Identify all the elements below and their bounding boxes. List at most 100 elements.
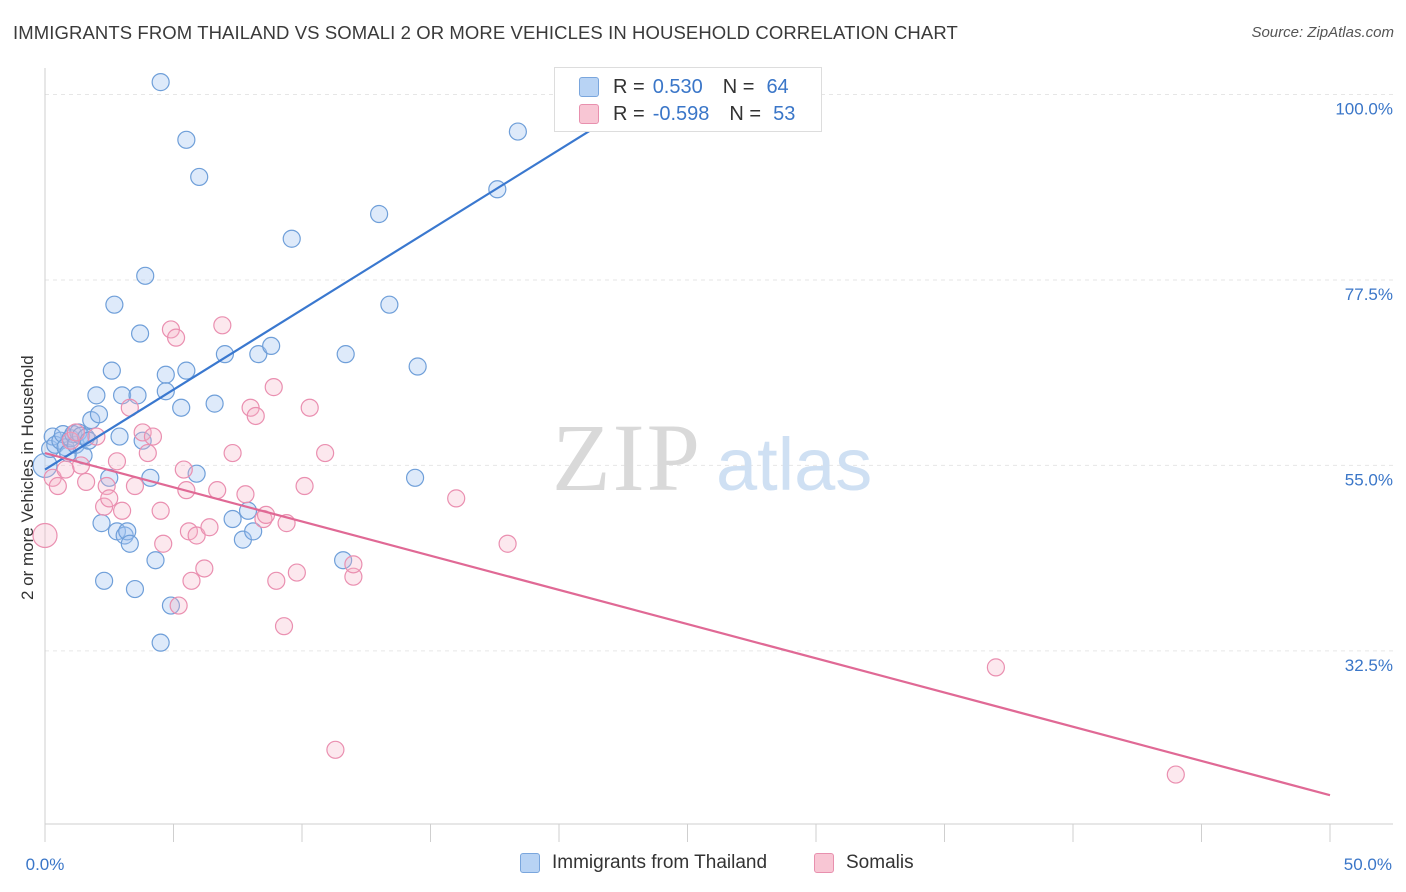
point-somalis [287, 563, 306, 582]
point-thailand [151, 633, 170, 652]
watermark: ZIP atlas [552, 404, 872, 511]
point-somalis [187, 526, 206, 545]
point-thailand [508, 122, 527, 141]
point-thailand [177, 361, 196, 380]
bottom-legend-label-somalis: Somalis [846, 852, 914, 873]
point-somalis [48, 476, 67, 496]
point-somalis [267, 571, 286, 590]
point-somalis [182, 571, 201, 590]
point-somalis [125, 476, 145, 496]
point-thailand [156, 365, 175, 384]
y-tick-label: 77.5% [1345, 285, 1393, 304]
point-somalis [138, 443, 157, 463]
point-somalis [986, 658, 1006, 677]
trendlines-layer [44, 77, 1331, 797]
point-somalis [66, 423, 85, 442]
stats-legend: R = 0.530 N = 64 R = -0.598 N = 53 [554, 67, 822, 132]
point-somalis [447, 489, 466, 508]
point-somalis [208, 481, 227, 500]
legend-n-value: 53 [773, 102, 796, 125]
tick-labels-layer: 32.5% 55.0% 77.5% 100.0% 0.0% 50.0% [26, 99, 1393, 874]
legend-r-label: R = [613, 75, 645, 98]
legend-n-value: 64 [766, 75, 789, 98]
point-thailand [249, 345, 268, 364]
point-thailand [370, 204, 389, 224]
point-thailand [282, 229, 301, 248]
point-thailand [405, 468, 425, 487]
point-thailand [380, 295, 399, 314]
point-thailand [223, 509, 242, 529]
bottom-legend-somalis: Somalis [814, 852, 914, 874]
axis-layer [44, 68, 1393, 842]
bottom-legend-swatch-somalis [814, 853, 834, 873]
point-thailand [336, 345, 355, 364]
point-somalis [295, 476, 314, 496]
watermark-atlas: atlas [716, 423, 872, 506]
point-somalis [316, 443, 335, 463]
legend-swatch-somalis [579, 104, 599, 124]
point-thailand [92, 514, 111, 533]
y-axis-label: 2 or more Vehicles in Household [18, 355, 37, 600]
x-tick-label: 0.0% [26, 855, 65, 874]
point-somalis [344, 567, 363, 586]
x-tick-label: 50.0% [1344, 855, 1392, 874]
point-thailand [262, 336, 281, 356]
point-somalis [213, 316, 232, 335]
point-thailand [215, 345, 234, 364]
point-thailand [156, 382, 175, 401]
point-thailand [136, 266, 155, 285]
point-somalis [166, 328, 186, 347]
point-thailand [110, 427, 129, 446]
point-thailand [125, 579, 145, 599]
point-somalis [200, 518, 219, 537]
point-somalis [107, 452, 127, 471]
point-thailand [190, 167, 209, 187]
point-somalis [236, 485, 255, 504]
legend-n-label: N = [729, 102, 762, 125]
point-thailand [334, 551, 353, 570]
point-thailand [146, 551, 165, 570]
point-thailand [130, 324, 150, 343]
point-somalis [56, 460, 75, 479]
point-somalis [112, 501, 132, 520]
bottom-legend-swatch-thailand [520, 853, 540, 873]
grid-layer [45, 93, 1393, 652]
chart-title: IMMIGRANTS FROM THAILAND VS SOMALI 2 OR … [13, 22, 958, 43]
legend-n-label: N = [722, 75, 755, 98]
point-thailand [120, 534, 139, 553]
y-tick-label: 32.5% [1345, 656, 1393, 675]
point-somalis [223, 443, 242, 463]
point-thailand [95, 571, 114, 590]
point-somalis [195, 559, 214, 578]
point-somalis [154, 534, 173, 553]
legend-swatch-thailand [579, 77, 599, 97]
point-somalis [274, 617, 294, 636]
point-somalis [143, 427, 163, 446]
point-somalis [264, 378, 283, 397]
legend-row-thailand: R = 0.530 N = 64 [579, 74, 789, 100]
point-thailand [161, 596, 181, 615]
point-thailand [89, 405, 109, 424]
point-somalis [1166, 765, 1185, 784]
y-tick-label: 55.0% [1345, 470, 1393, 489]
point-somalis [498, 534, 517, 553]
point-somalis [256, 505, 276, 524]
legend-r-value: -0.598 [652, 102, 710, 125]
point-somalis [300, 398, 319, 417]
point-somalis [32, 522, 58, 549]
trendline-thailand [44, 77, 676, 471]
point-somalis [77, 472, 96, 492]
legend-row-somalis: R = -0.598 N = 53 [579, 101, 795, 127]
point-thailand [205, 394, 224, 413]
point-thailand [244, 522, 263, 541]
point-thailand [172, 398, 191, 417]
bottom-legend-thailand: Immigrants from Thailand [520, 852, 767, 874]
point-thailand [87, 386, 106, 405]
point-thailand [408, 357, 427, 376]
legend-r-value: 0.530 [652, 75, 703, 98]
trendline-somalis [44, 451, 1331, 797]
bottom-legend-label-thailand: Immigrants from Thailand [552, 852, 768, 873]
point-thailand [102, 361, 121, 380]
legend-r-label: R = [613, 102, 645, 125]
